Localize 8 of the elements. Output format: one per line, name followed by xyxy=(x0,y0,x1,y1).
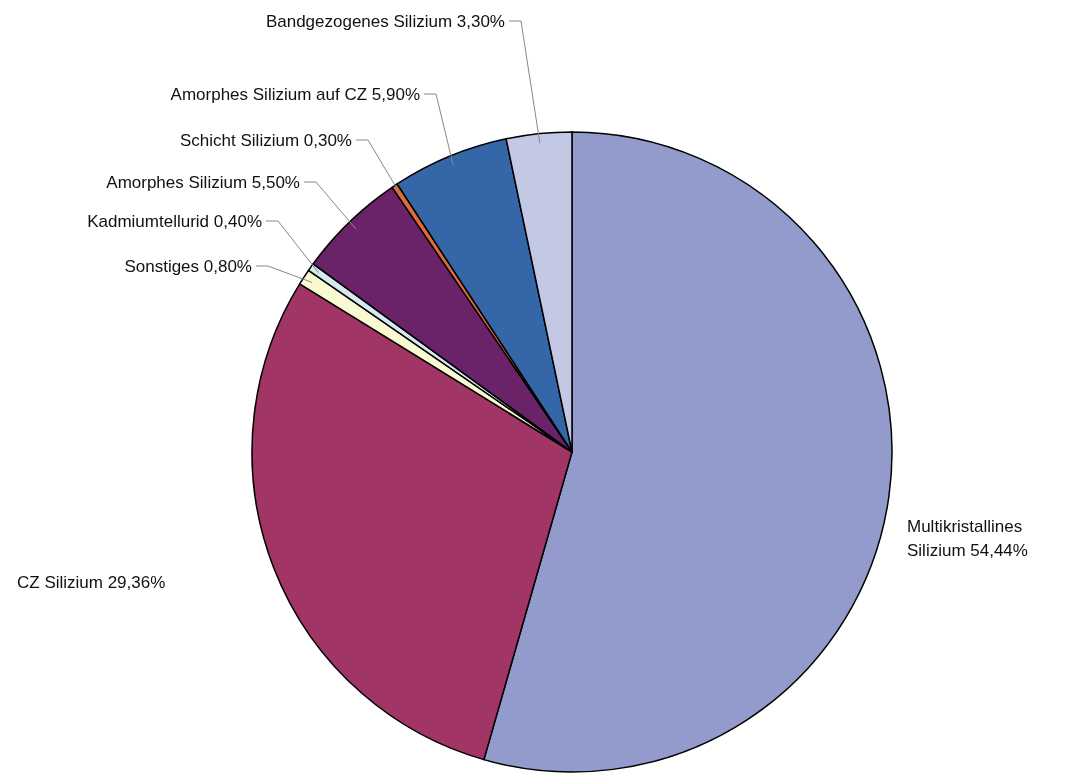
slice-label: Amorphes Silizium auf CZ 5,90% xyxy=(170,85,420,104)
slice-label: Bandgezogenes Silizium 3,30% xyxy=(265,12,505,31)
slice-label: Schicht Silizium 0,30% xyxy=(180,131,352,150)
slice-label: CZ Silizium 29,36% xyxy=(17,573,166,592)
slice-label: Kadmiumtellurid 0,40% xyxy=(87,212,262,231)
slice-label: Amorphes Silizium 5,50% xyxy=(106,173,300,192)
slice-label: Sonstiges 0,80% xyxy=(124,257,252,276)
slice-label: Multikristallines Silizium 54,44% xyxy=(907,517,1028,560)
